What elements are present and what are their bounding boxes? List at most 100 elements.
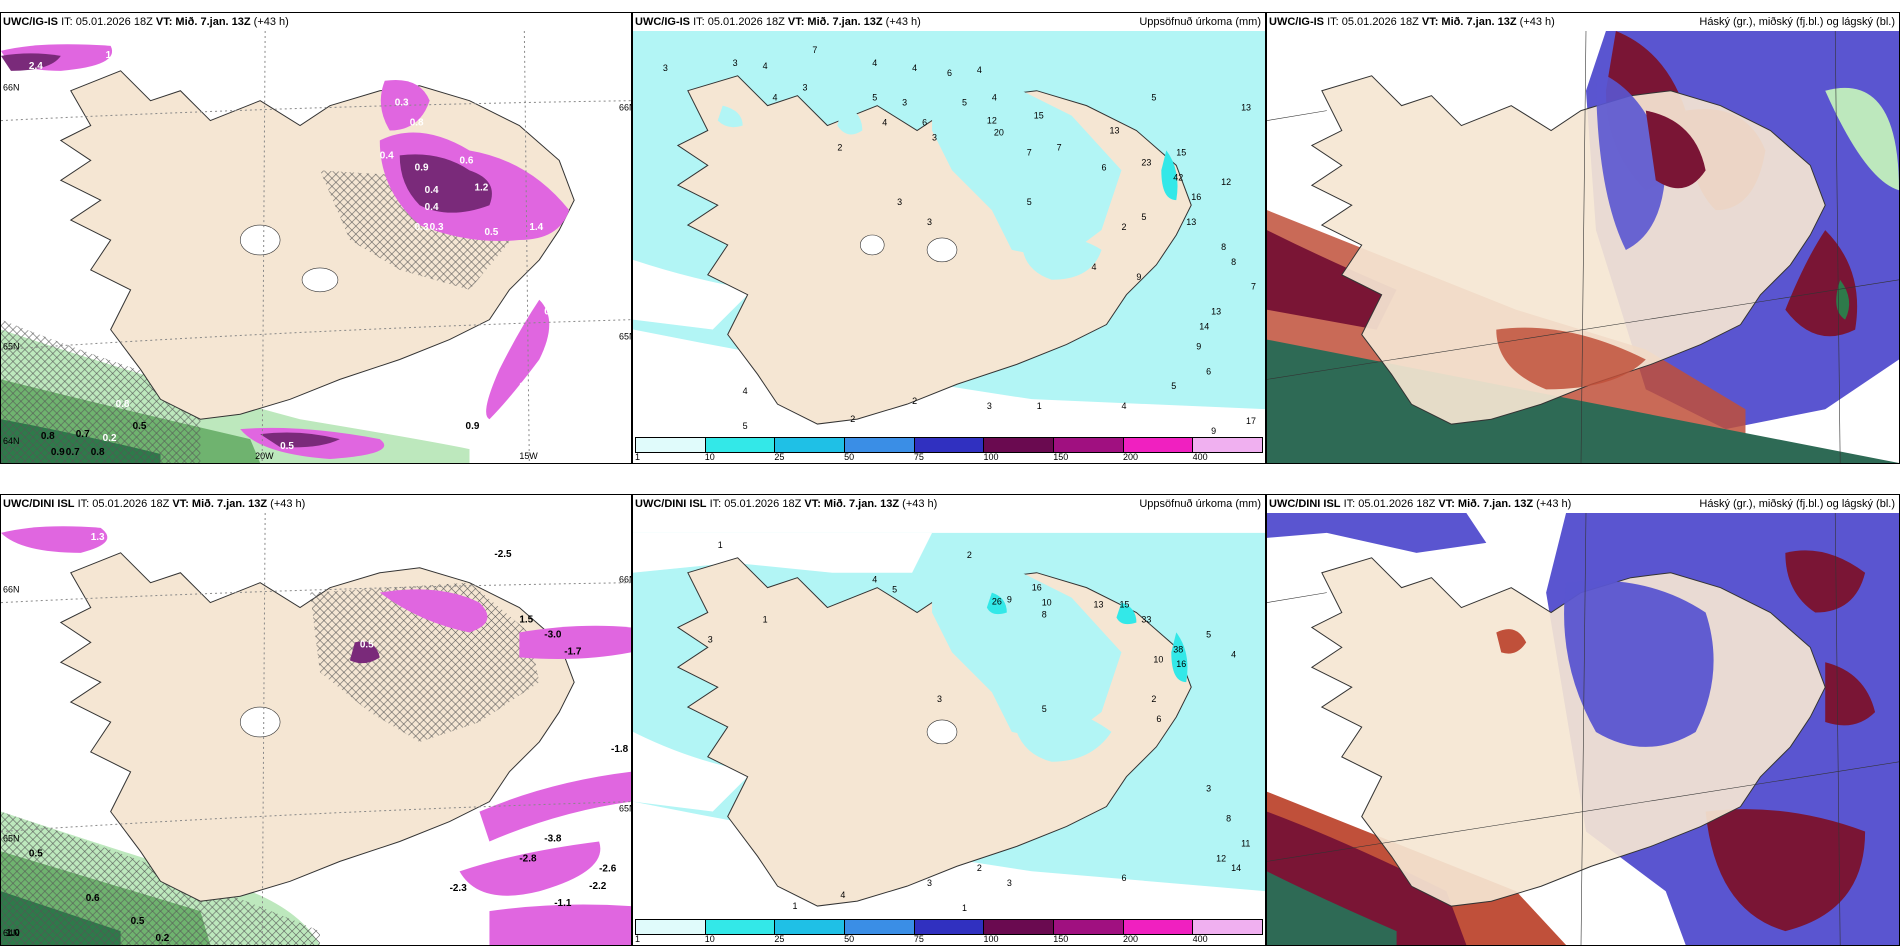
svg-text:-2.3: -2.3 bbox=[450, 883, 468, 894]
svg-text:33: 33 bbox=[1141, 614, 1151, 624]
svg-text:65N: 65N bbox=[3, 833, 19, 843]
legend-swatch bbox=[705, 438, 776, 452]
svg-text:5: 5 bbox=[1206, 629, 1211, 639]
svg-text:5: 5 bbox=[1027, 197, 1032, 207]
svg-text:-2.2: -2.2 bbox=[589, 881, 607, 892]
svg-text:-1.8: -1.8 bbox=[611, 744, 629, 755]
svg-text:6: 6 bbox=[1156, 714, 1161, 724]
svg-text:15: 15 bbox=[1176, 147, 1186, 157]
svg-text:15: 15 bbox=[1034, 111, 1044, 121]
legend-swatch bbox=[705, 920, 776, 934]
svg-text:14: 14 bbox=[1199, 322, 1209, 332]
svg-text:1.5: 1.5 bbox=[519, 614, 533, 625]
legend-swatch bbox=[845, 438, 915, 452]
svg-text:23: 23 bbox=[1141, 157, 1151, 167]
svg-text:66N: 66N bbox=[3, 585, 19, 595]
svg-text:7: 7 bbox=[1027, 147, 1032, 157]
svg-text:0.9: 0.9 bbox=[415, 162, 429, 173]
svg-text:2.4: 2.4 bbox=[29, 61, 43, 72]
svg-text:15: 15 bbox=[1119, 600, 1129, 610]
svg-text:14: 14 bbox=[1231, 863, 1241, 873]
svg-text:0.8: 0.8 bbox=[410, 118, 424, 129]
svg-text:0.4: 0.4 bbox=[425, 185, 439, 196]
svg-text:38: 38 bbox=[1173, 644, 1183, 654]
svg-text:3: 3 bbox=[902, 98, 907, 108]
svg-text:0.9: 0.9 bbox=[51, 447, 65, 458]
svg-text:4: 4 bbox=[872, 58, 877, 68]
svg-text:7: 7 bbox=[812, 45, 817, 55]
svg-text:0.4: 0.4 bbox=[380, 150, 394, 161]
svg-text:4: 4 bbox=[1231, 649, 1236, 659]
svg-text:-3.0: -3.0 bbox=[544, 629, 562, 640]
svg-text:0.5: 0.5 bbox=[29, 848, 43, 859]
svg-text:64N: 64N bbox=[3, 928, 19, 938]
svg-text:7: 7 bbox=[1251, 282, 1256, 292]
svg-text:8: 8 bbox=[1221, 242, 1226, 252]
map-panel-ig-precip-type: UWC/IG-IS IT: 05.01.2026 18Z VT: Mið. 7.… bbox=[0, 12, 632, 464]
legend-swatch bbox=[914, 438, 985, 452]
svg-text:-2.8: -2.8 bbox=[519, 853, 537, 864]
svg-text:-2.5: -2.5 bbox=[494, 549, 512, 560]
svg-text:-1.1: -1.1 bbox=[554, 898, 572, 909]
svg-text:6: 6 bbox=[947, 68, 952, 78]
svg-text:0.6: 0.6 bbox=[86, 893, 100, 904]
svg-text:5: 5 bbox=[1042, 704, 1047, 714]
map-panel-dini-precip-accum: UWC/DINI ISL IT: 05.01.2026 18Z VT: Mið.… bbox=[632, 494, 1266, 946]
map-panel-dini-clouds: UWC/DINI ISL IT: 05.01.2026 18Z VT: Mið.… bbox=[1266, 494, 1900, 946]
svg-text:65N: 65N bbox=[619, 332, 631, 342]
svg-text:15W: 15W bbox=[519, 451, 538, 461]
svg-text:4: 4 bbox=[743, 386, 748, 396]
svg-text:9: 9 bbox=[1136, 272, 1141, 282]
svg-text:1: 1 bbox=[962, 903, 967, 913]
svg-text:1.3: 1.3 bbox=[91, 532, 105, 543]
svg-text:13: 13 bbox=[1241, 103, 1251, 113]
legend-tick: 10 bbox=[704, 934, 715, 944]
map-area: 3 3 4 7 4 3 4 4 6 4 5 3 5 4 2 4 6 3 12 2… bbox=[633, 31, 1265, 435]
svg-text:66N: 66N bbox=[619, 575, 631, 585]
svg-text:4: 4 bbox=[977, 65, 982, 75]
svg-text:9: 9 bbox=[1211, 426, 1216, 435]
svg-text:9: 9 bbox=[1007, 595, 1012, 605]
svg-text:4: 4 bbox=[882, 118, 887, 128]
legend-tick: 200 bbox=[1122, 452, 1138, 462]
svg-text:-3.8: -3.8 bbox=[544, 833, 562, 844]
map-panel-ig-clouds: UWC/IG-IS IT: 05.01.2026 18Z VT: Mið. 7.… bbox=[1266, 12, 1900, 464]
svg-text:0.5: 0.5 bbox=[131, 916, 145, 927]
svg-text:4: 4 bbox=[872, 575, 877, 585]
svg-text:66N: 66N bbox=[3, 83, 19, 93]
svg-text:12: 12 bbox=[1221, 177, 1231, 187]
svg-text:3: 3 bbox=[708, 634, 713, 644]
svg-text:0.7: 0.7 bbox=[76, 429, 90, 440]
svg-text:4: 4 bbox=[773, 93, 778, 103]
legend-tick: 1 bbox=[635, 452, 641, 462]
svg-text:2: 2 bbox=[1121, 222, 1126, 232]
svg-text:0.3: 0.3 bbox=[430, 222, 444, 233]
legend-swatch bbox=[1123, 920, 1194, 934]
svg-text:1.0: 1.0 bbox=[6, 928, 20, 939]
svg-text:0.9: 0.9 bbox=[466, 421, 480, 432]
svg-text:0.5: 0.5 bbox=[360, 639, 374, 650]
svg-text:12: 12 bbox=[987, 116, 997, 126]
svg-text:0.4: 0.4 bbox=[425, 202, 439, 213]
svg-text:3: 3 bbox=[1007, 878, 1012, 888]
legend-swatch bbox=[1193, 920, 1263, 934]
legend-swatch bbox=[1054, 920, 1124, 934]
svg-text:6: 6 bbox=[1121, 873, 1126, 883]
map-area bbox=[1267, 31, 1899, 463]
svg-text:12: 12 bbox=[1216, 853, 1226, 863]
legend-tick: 150 bbox=[1053, 452, 1069, 462]
svg-text:-2.6: -2.6 bbox=[599, 863, 617, 874]
svg-text:5: 5 bbox=[1141, 212, 1146, 222]
svg-text:8: 8 bbox=[1042, 609, 1047, 619]
map-area: 66N 65N 64N 66N 65N 1.3 0.3 -2.5 1.5 -3.… bbox=[1, 513, 631, 945]
svg-text:1: 1 bbox=[763, 614, 768, 624]
svg-text:7: 7 bbox=[1057, 142, 1062, 152]
svg-text:0.8: 0.8 bbox=[116, 399, 130, 410]
svg-text:6: 6 bbox=[1102, 162, 1107, 172]
svg-text:10: 10 bbox=[1042, 598, 1052, 608]
legend-tick: 1 bbox=[635, 934, 641, 944]
svg-text:2: 2 bbox=[967, 550, 972, 560]
svg-text:0.5: 0.5 bbox=[280, 441, 294, 452]
svg-text:5: 5 bbox=[892, 585, 897, 595]
legend-tick: 25 bbox=[774, 452, 785, 462]
